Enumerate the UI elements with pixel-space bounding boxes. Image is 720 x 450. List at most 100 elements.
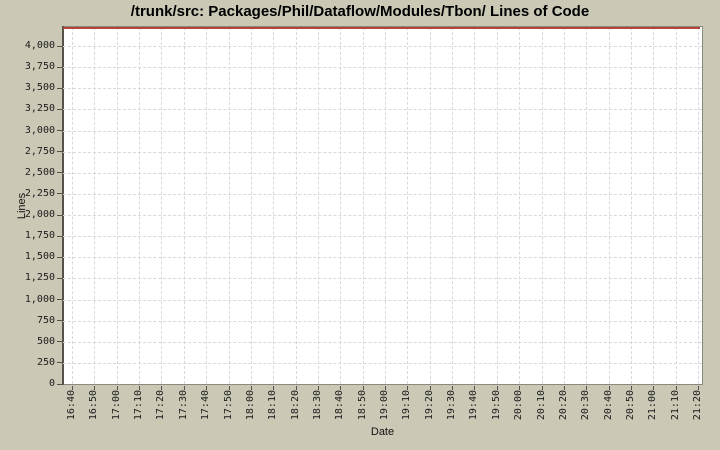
y-tick-label: 750 (36, 314, 55, 326)
gridline-h (63, 257, 702, 259)
y-tick-label: 3,000 (24, 124, 55, 136)
y-tick-mark (57, 66, 62, 68)
gridline-h (63, 46, 702, 47)
y-tick-label: 500 (36, 335, 55, 347)
gridline-v (340, 27, 342, 384)
gridline-v (653, 27, 655, 384)
x-tick-mark (116, 386, 118, 390)
gridline-v (250, 27, 252, 384)
y-axis-line (62, 26, 64, 385)
x-tick-mark (228, 386, 230, 390)
x-tick-label: 17:30 (177, 390, 189, 421)
gridline-h (63, 215, 702, 216)
gridline-v (116, 27, 118, 384)
x-tick-mark (385, 386, 386, 390)
gridline-v (496, 27, 498, 384)
x-tick-mark (161, 386, 163, 390)
gridline-h (63, 109, 702, 111)
gridline-v (541, 27, 543, 384)
x-tick-mark (295, 386, 297, 390)
x-tick-label: 18:50 (356, 390, 368, 421)
y-tick-mark (57, 383, 62, 385)
x-tick-label: 20:40 (602, 390, 614, 421)
y-tick-mark (57, 362, 62, 364)
gridline-h (63, 341, 702, 343)
y-tick-mark (57, 256, 62, 258)
x-tick-mark (630, 386, 632, 390)
plot-area: 0 250 500 750 1,000 1,250 1,500 1,750 2,000 2,250… (16, 26, 703, 438)
gridline-h (63, 362, 702, 364)
gridline-h (63, 88, 702, 90)
x-tick-mark (94, 386, 96, 390)
x-tick-label: 20:20 (557, 390, 569, 421)
x-tick-mark (362, 386, 364, 390)
gridline-h (63, 172, 702, 174)
gridline-h (63, 320, 702, 322)
x-tick-mark (183, 386, 185, 390)
y-tick-mark (57, 172, 62, 174)
gridline-v (563, 27, 565, 384)
x-tick-label: 17:10 (133, 390, 145, 421)
x-tick-label: 20:30 (580, 390, 592, 421)
x-tick-label: 17:00 (110, 390, 122, 421)
gridline-v (698, 27, 699, 384)
gridline-v (161, 27, 163, 384)
x-tick-mark (496, 386, 498, 390)
x-tick-mark (139, 386, 141, 390)
y-tick-mark (57, 235, 62, 237)
y-tick-label: 1,750 (24, 230, 55, 242)
x-tick-mark (206, 386, 208, 390)
gridline-v (519, 27, 521, 384)
x-tick-label: 19:00 (379, 390, 390, 421)
y-tick-mark (57, 320, 62, 322)
x-tick-mark (340, 386, 342, 390)
y-tick-label: 0 (48, 377, 55, 389)
x-tick-label: 18:40 (334, 390, 346, 421)
y-tick-label: 2,000 (24, 208, 55, 220)
x-tick-label: 17:50 (222, 390, 234, 421)
x-tick-mark (407, 386, 409, 390)
y-tick-mark (57, 108, 62, 110)
x-tick-mark (519, 386, 521, 390)
x-tick-mark (72, 386, 73, 390)
x-tick-mark (250, 386, 252, 390)
x-tick-label: 20:10 (535, 390, 547, 421)
gridline-v (586, 27, 588, 384)
gridline-v (407, 27, 409, 384)
gridline-v (273, 27, 275, 384)
y-tick-label: 1,250 (24, 272, 55, 284)
y-tick-mark (57, 277, 62, 279)
y-tick-label: 1,000 (24, 293, 55, 305)
gridline-h (63, 130, 702, 132)
x-tick-label: 18:30 (311, 390, 323, 421)
y-tick-mark (57, 130, 62, 131)
gridline-v (675, 27, 677, 384)
x-tick-label: 19:30 (446, 390, 458, 421)
x-tick-mark (429, 386, 431, 390)
x-tick-mark (698, 386, 699, 390)
y-tick-label: 3,750 (24, 61, 55, 73)
gridline-v (206, 27, 208, 384)
y-tick-label: 4,000 (24, 39, 55, 51)
y-tick-label: 3,500 (24, 82, 55, 94)
y-tick-mark (57, 341, 62, 343)
gridline-v (452, 27, 454, 384)
y-tick-mark (57, 151, 62, 153)
x-tick-label: 16:50 (88, 390, 100, 421)
x-tick-mark (541, 386, 543, 390)
gridline-v (72, 27, 73, 384)
loc-series-line (63, 27, 700, 29)
gridline-v (608, 27, 610, 384)
x-tick-label: 17:40 (200, 390, 212, 421)
gridline-h (63, 151, 702, 153)
y-tick-label: 1,500 (24, 251, 55, 263)
x-tick-mark (675, 386, 677, 390)
x-tick-label: 19:20 (423, 390, 435, 421)
gridline-h (63, 236, 702, 238)
gridline-h (63, 193, 702, 195)
x-tick-mark (452, 386, 454, 390)
x-tick-label: 19:40 (468, 390, 480, 421)
x-tick-label: 18:10 (267, 390, 279, 421)
gridline-v (139, 27, 141, 384)
